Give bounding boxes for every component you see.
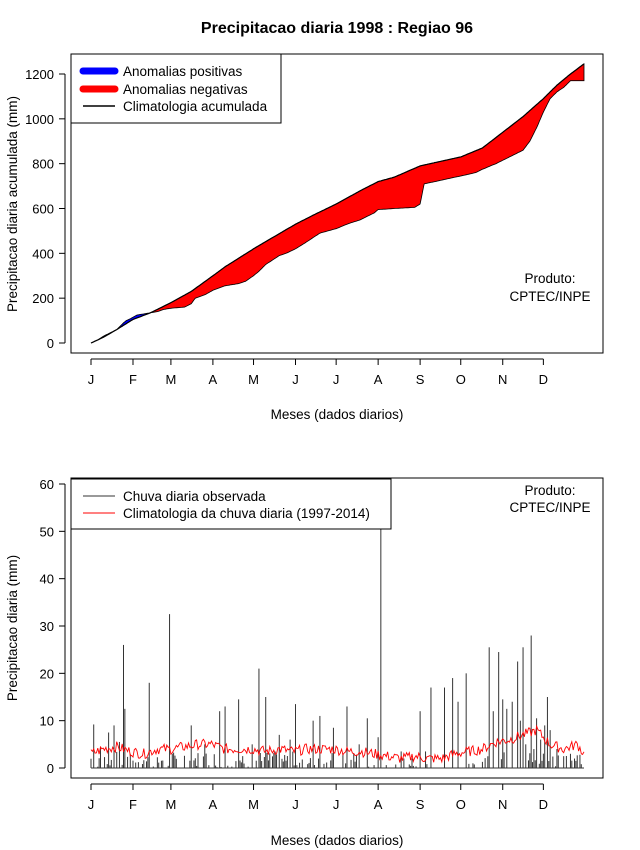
x-tick-label-top-3: A	[209, 372, 218, 387]
product-source-top: CPTEC/INPE	[509, 289, 590, 304]
legend-label-negative: Anomalias negativas	[123, 82, 248, 97]
x-tick-label-top-0: J	[88, 372, 95, 387]
plot-frame-top	[70, 53, 604, 354]
climatology-line	[90, 63, 585, 344]
x-tick-label-bottom-8: S	[416, 797, 425, 812]
daily-bars-group	[90, 488, 584, 769]
y-tick-label-top-5: 1000	[25, 112, 54, 127]
x-tick-label-bottom-5: J	[292, 797, 299, 812]
x-tick-label-top-10: N	[498, 372, 507, 387]
y-tick-label-bottom-6: 60	[40, 477, 54, 492]
anomaly-area-group	[90, 63, 585, 344]
y-tick-label-bottom-4: 40	[40, 572, 54, 587]
legend-label-climatology-daily: Climatologia da chuva diaria (1997-2014)	[123, 506, 370, 521]
x-tick-label-bottom-1: F	[129, 797, 137, 812]
legend-box-top	[70, 53, 282, 124]
x-axis-label-bottom: Meses (dados diarios)	[271, 833, 404, 848]
legend-top: Anomalias positivas Anomalias negativas …	[70, 53, 282, 124]
legend-label-climatology: Climatologia acumulada	[123, 99, 268, 114]
legend-bottom: Chuva diaria observada Climatologia da c…	[70, 478, 392, 530]
legend-label-observed: Chuva diaria observada	[123, 489, 266, 504]
x-tick-label-top-9: O	[456, 372, 466, 387]
x-tick-label-bottom-7: A	[374, 797, 383, 812]
daily-climatology-group	[90, 724, 585, 764]
x-tick-label-bottom-6: J	[333, 797, 340, 812]
x-tick-label-top-7: A	[374, 372, 383, 387]
y-tick-label-top-3: 600	[32, 202, 54, 217]
y-tick-label-top-2: 400	[32, 246, 54, 261]
y-tick-label-top-1: 200	[32, 291, 54, 306]
y-tick-label-bottom-2: 20	[40, 666, 54, 681]
plot-frame-bottom	[70, 477, 604, 779]
x-tick-label-top-11: D	[539, 372, 548, 387]
legend-label-positive: Anomalias positivas	[123, 64, 243, 79]
chart-title: Precipitacao diaria 1998 : Regiao 96	[201, 20, 473, 37]
y-axis-label-top: Precipitacao diaria acumulada (mm)	[5, 96, 20, 312]
x-tick-label-top-1: F	[129, 372, 137, 387]
x-tick-label-top-2: M	[165, 372, 176, 387]
x-axis-label-top: Meses (dados diarios)	[271, 407, 404, 422]
y-tick-label-bottom-0: 0	[47, 761, 54, 776]
cumulative-chart: Precipitacao diaria 1998 : Regiao 96 0 20…	[5, 20, 604, 422]
product-label-top: Produto:	[524, 271, 575, 286]
y-tick-label-bottom-3: 30	[40, 619, 54, 634]
x-tick-label-bottom-0: J	[88, 797, 95, 812]
x-tick-label-bottom-4: M	[248, 797, 259, 812]
x-tick-label-top-5: J	[292, 372, 299, 387]
product-label-bottom: Produto:	[524, 483, 575, 498]
y-tick-label-bottom-1: 10	[40, 714, 54, 729]
y-tick-label-bottom-5: 50	[40, 524, 54, 539]
legend-box-bottom	[70, 478, 392, 530]
x-tick-label-top-6: J	[333, 372, 340, 387]
y-tick-label-top-4: 800	[32, 157, 54, 172]
x-tick-label-top-4: M	[248, 372, 259, 387]
product-source-bottom: CPTEC/INPE	[509, 500, 590, 515]
x-tick-label-bottom-11: D	[539, 797, 548, 812]
y-tick-label-top-6: 1200	[25, 67, 54, 82]
x-tick-label-top-8: S	[416, 372, 425, 387]
axes-bottom: 0 10 20 30 40 50 60 J F M A M J J A S O N D	[40, 477, 549, 812]
x-tick-label-bottom-3: A	[209, 797, 218, 812]
axes-top: 0 200 400 600 800 1000 1200 J F M A M J J A S O N D	[25, 67, 548, 387]
x-tick-label-bottom-2: M	[165, 797, 176, 812]
y-tick-label-top-0: 0	[47, 336, 54, 351]
daily-climatology-line	[90, 724, 585, 764]
x-tick-label-bottom-10: N	[498, 797, 507, 812]
x-tick-label-bottom-9: O	[456, 797, 466, 812]
daily-chart: 0 10 20 30 40 50 60 J F M A M J J A S O N D Meses (dados d…	[5, 477, 604, 848]
y-axis-label-bottom: Precipitacao diaria (mm)	[5, 555, 20, 701]
